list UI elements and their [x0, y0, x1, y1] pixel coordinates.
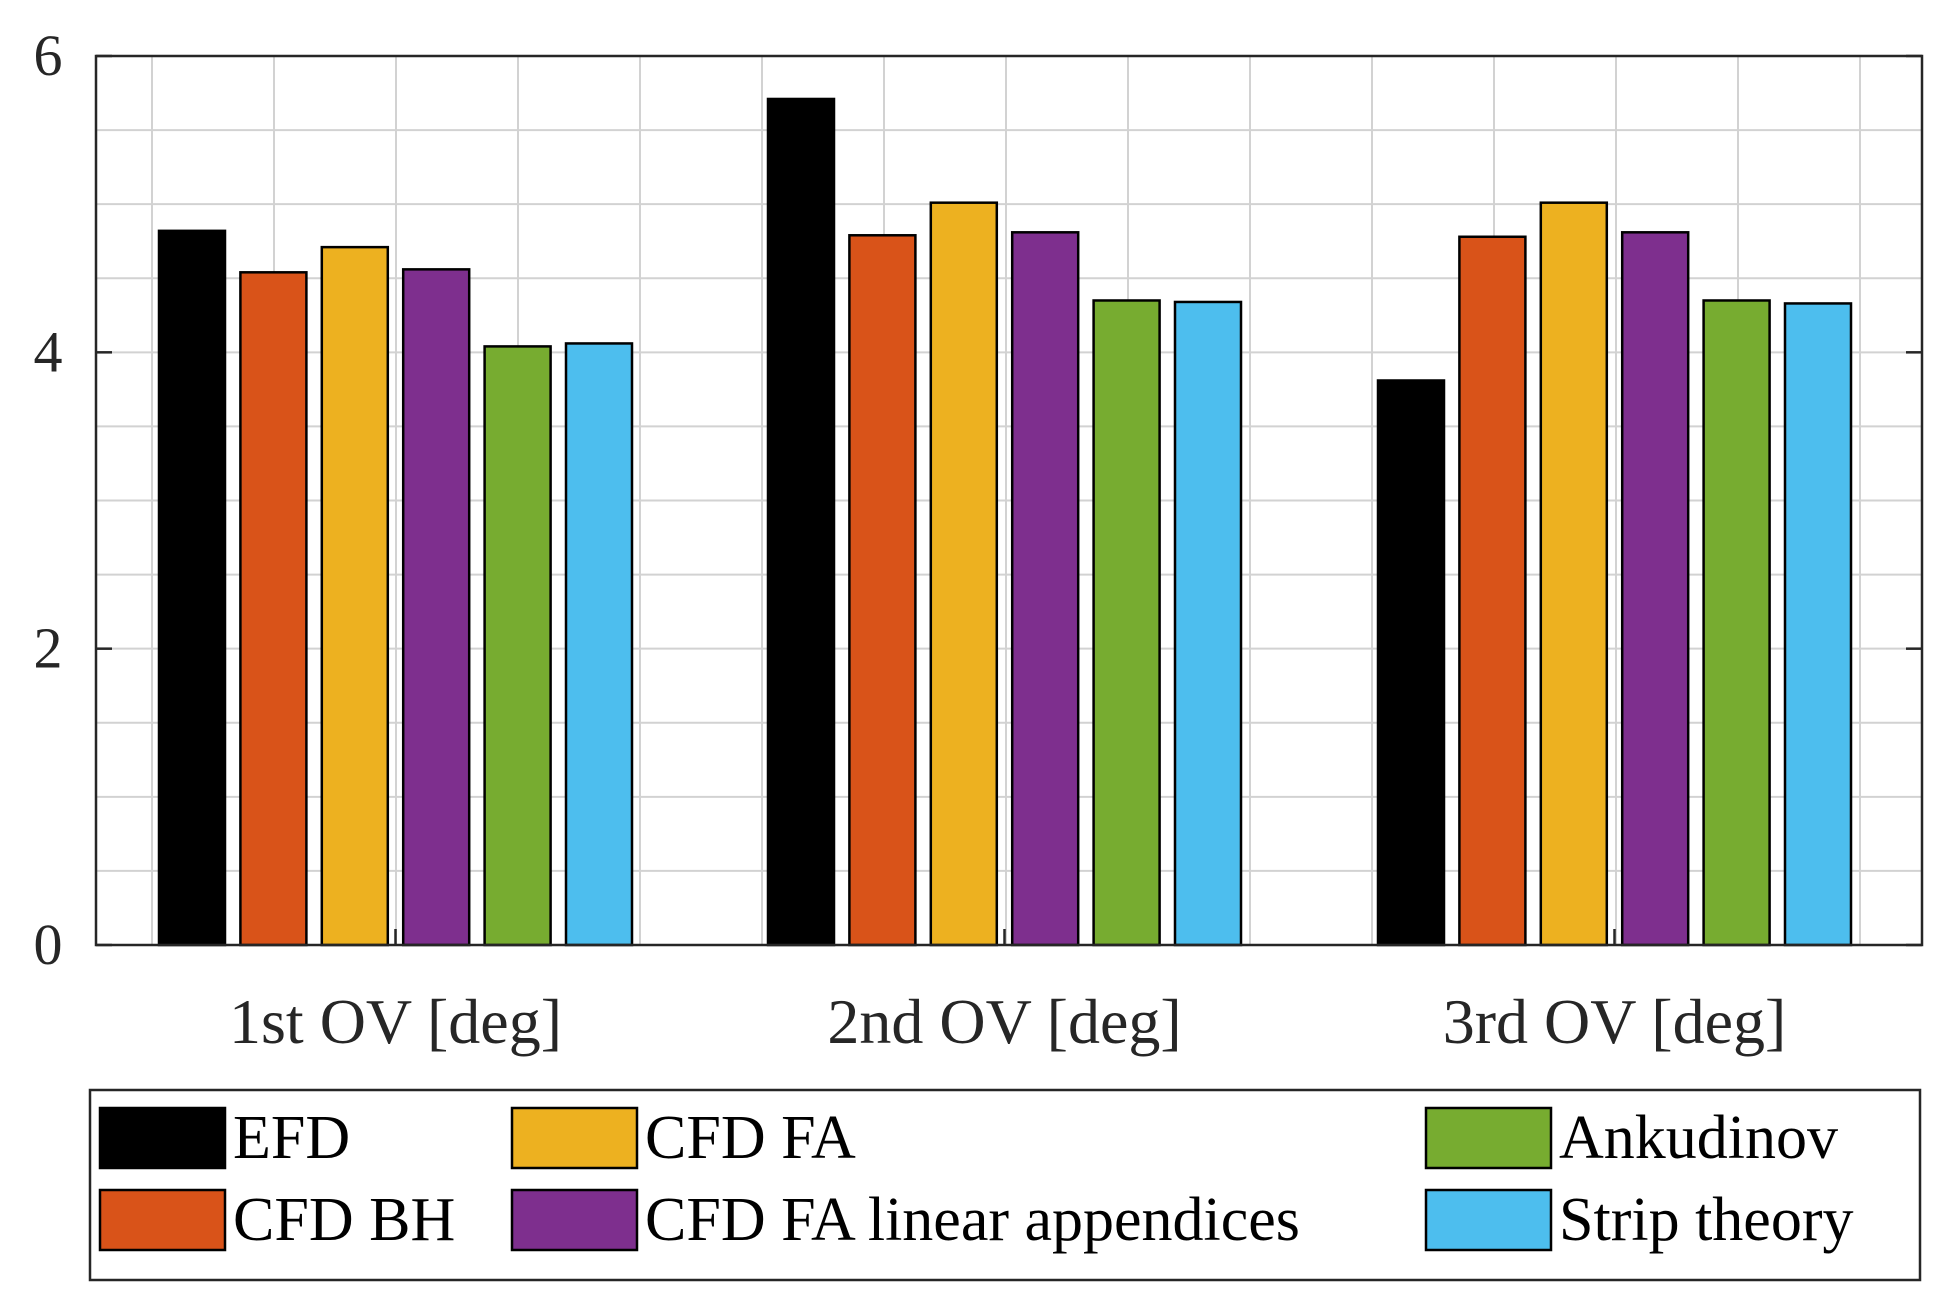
- legend-label-efd: EFD: [233, 1104, 350, 1172]
- bar-cfd-fa-2: [929, 201, 999, 947]
- bar-cfd-fa-1: [320, 245, 390, 947]
- bar-cfd-fa-linear-appendices-3: [1620, 231, 1690, 947]
- y-tick-label: 2: [34, 616, 63, 681]
- x-tick-label: 2nd OV [deg]: [827, 986, 1181, 1057]
- bar-cfd-fa-linear-appendices-1: [401, 268, 471, 947]
- y-tick-label: 0: [34, 912, 63, 977]
- legend-swatch-efd: [98, 1106, 227, 1170]
- legend-swatch-cfd-bh: [98, 1188, 227, 1252]
- legend-label-strip-theory: Strip theory: [1559, 1186, 1853, 1254]
- bar-ankudinov-2: [1092, 299, 1161, 947]
- bar-cfd-fa-linear-appendices-2: [1010, 231, 1080, 947]
- bar-efd-1: [157, 229, 227, 947]
- legend-swatch-ankudinov: [1424, 1106, 1553, 1170]
- plot-area-frame: [94, 54, 1924, 947]
- bar-cfd-bh-2: [848, 234, 917, 947]
- ticks-layer: [96, 54, 1922, 947]
- y-tick-label: 6: [34, 23, 63, 88]
- bars-layer: [157, 97, 1853, 947]
- legend-label-cfd-fa-linear-appendices: CFD FA linear appendices: [645, 1186, 1300, 1254]
- legend-swatch-cfd-fa-linear-appendices: [510, 1188, 639, 1252]
- bar-ankudinov-3: [1702, 299, 1771, 947]
- y-tick-label: 4: [34, 319, 63, 384]
- bar-strip-theory-1: [564, 342, 634, 947]
- legend-label-ankudinov: Ankudinov: [1559, 1104, 1838, 1172]
- bar-ankudinov-1: [483, 345, 552, 947]
- legend-label-cfd-bh: CFD BH: [233, 1186, 455, 1254]
- legend-frame: [88, 1088, 1922, 1282]
- bar-strip-theory-2: [1173, 300, 1243, 947]
- bar-efd-2: [766, 97, 836, 947]
- legend: EFD CFD BH CFD FA CFD FA linear appendices A…: [88, 1088, 1922, 1282]
- bar-efd-3: [1376, 379, 1446, 947]
- labels-layer: 0 2 4 6 1st OV [deg] 2nd OV [deg] 3rd OV [deg]: [34, 23, 1787, 1057]
- x-tick-label: 1st OV [deg]: [229, 986, 562, 1057]
- bar-cfd-bh-3: [1458, 235, 1527, 947]
- bar-strip-theory-3: [1783, 302, 1853, 947]
- bar-cfd-bh-1: [239, 271, 308, 947]
- bar-cfd-fa-3: [1539, 201, 1609, 947]
- x-tick-label: 3rd OV [deg]: [1443, 986, 1787, 1057]
- legend-label-cfd-fa: CFD FA: [645, 1104, 856, 1172]
- legend-swatch-strip-theory: [1424, 1188, 1553, 1252]
- legend-swatch-cfd-fa: [510, 1106, 639, 1170]
